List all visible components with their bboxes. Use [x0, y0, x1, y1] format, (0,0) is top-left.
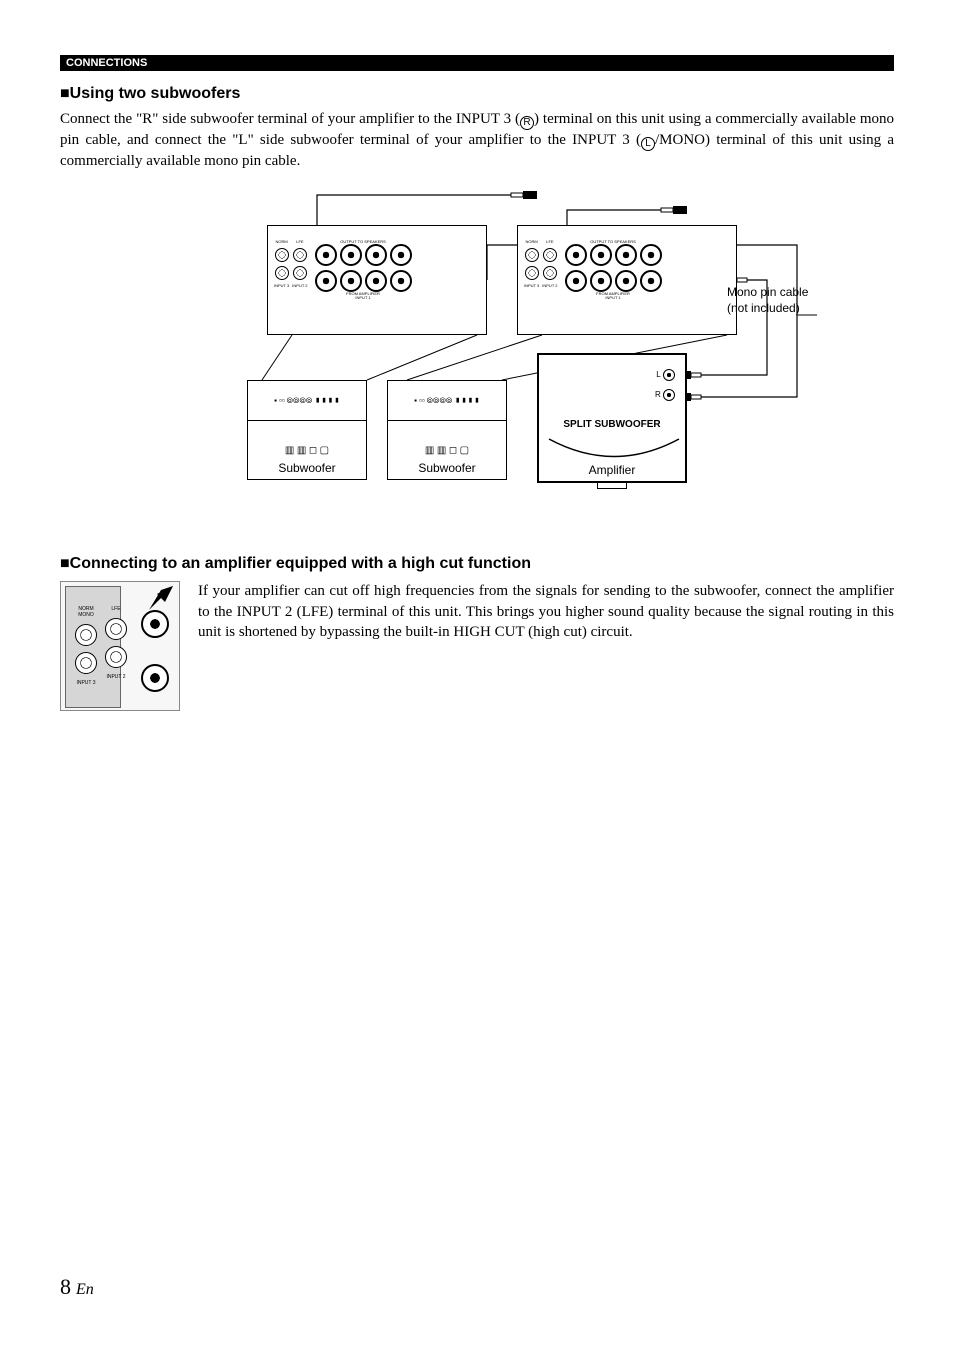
note-line2: (not included): [727, 301, 800, 315]
amp-curve: [539, 434, 689, 462]
section2-body: If your amplifier can cut off high frequ…: [198, 581, 894, 642]
front-controls: ▪ ▫▫ ⦾⦾⦾⦾ ▮▮▮▮: [388, 381, 506, 421]
lbl-input1: INPUT 1: [605, 295, 620, 300]
binding-post: [141, 664, 169, 692]
circled-r: R: [520, 116, 534, 130]
page-number: 8 En: [60, 1274, 94, 1300]
arrow-icon: [147, 584, 175, 612]
subwoofer-panel-left: NORM INPUT 3 LFE INPUT 2 OUTPUT TO SPEAK…: [267, 225, 487, 335]
binding-post: [590, 270, 612, 292]
header-label: CONNECTIONS: [66, 57, 147, 69]
subwoofer-caption: Subwoofer: [248, 461, 366, 475]
amp-caption: Amplifier: [539, 463, 685, 477]
rca-jack: [293, 248, 307, 262]
section-header-bar: CONNECTIONS: [60, 55, 894, 71]
cable-note: Mono pin cable (not included): [727, 285, 857, 316]
rca-jack: [75, 624, 97, 646]
panel-jacks: NORM INPUT 3 LFE INPUT 2 OUTPUT TO SPEAK…: [524, 240, 662, 300]
amp-bottom: [539, 434, 685, 462]
bullet-square: ■: [60, 85, 70, 102]
lbl-lfe: LFE: [296, 239, 303, 244]
binding-post: [340, 244, 362, 266]
bullet-square: ■: [60, 555, 70, 572]
rca-jack: [275, 266, 289, 280]
binding-post: [590, 244, 612, 266]
lbl-input2: INPUT 2: [292, 284, 307, 288]
binding-post: [615, 244, 637, 266]
rca-jack: [105, 646, 127, 668]
binding-post: [615, 270, 637, 292]
lbl-input1: INPUT 1: [355, 295, 370, 300]
front-controls: ▪ ▫▫ ⦾⦾⦾⦾ ▮▮▮▮: [248, 381, 366, 421]
section2-row: NORMMONO INPUT 3 LFE INPUT 2 If your amp…: [60, 581, 894, 711]
binding-post: [390, 244, 412, 266]
amp-jack-l: [663, 369, 675, 381]
binding-post: [365, 244, 387, 266]
connection-diagram: NORM INPUT 3 LFE INPUT 2 OUTPUT TO SPEAK…: [117, 185, 837, 515]
binding-post: [565, 244, 587, 266]
body-part1: Connect the "R" side subwoofer terminal …: [60, 111, 520, 127]
amp-l-label: L: [656, 370, 660, 379]
section2-title: ■Connecting to an amplifier equipped wit…: [60, 555, 894, 573]
binding-post: [340, 270, 362, 292]
binding-post: [390, 270, 412, 292]
lbl-norm: NORM: [526, 239, 538, 244]
page-n: 8: [60, 1274, 71, 1299]
lbl-input3: INPUT 3: [524, 284, 539, 288]
lbl-norm: NORM: [276, 239, 288, 244]
thumb-lfe: LFE: [111, 606, 120, 612]
lbl-input2: INPUT 2: [542, 284, 557, 288]
rca-jack: [275, 248, 289, 262]
section1-title-text: Using two subwoofers: [70, 85, 241, 102]
section2-title-text: Connecting to an amplifier equipped with…: [70, 555, 531, 572]
subwoofer-front-left: ▪ ▫▫ ⦾⦾⦾⦾ ▮▮▮▮ ▥ ▥ ◻ ▢ Subwoofer: [247, 380, 367, 480]
rca-jack: [543, 266, 557, 280]
note-line1: Mono pin cable: [727, 285, 808, 299]
binding-post: [315, 270, 337, 292]
binding-post: [315, 244, 337, 266]
binding-post: [640, 244, 662, 266]
rca-jack: [525, 248, 539, 262]
lbl-input3: INPUT 3: [274, 284, 289, 288]
thumb-col1: NORMMONO INPUT 3: [75, 606, 97, 686]
amp-r-label: R: [655, 390, 661, 399]
thumb-input3: INPUT 3: [76, 680, 95, 686]
amp-jack-r: [663, 389, 675, 401]
lbl-lfe: LFE: [546, 239, 553, 244]
thumb-input2: INPUT 2: [106, 674, 125, 680]
section1-body: Connect the "R" side subwoofer terminal …: [60, 109, 894, 171]
amp-jacks: L R: [539, 355, 685, 415]
rca-jack: [293, 266, 307, 280]
rca-jack: [525, 266, 539, 280]
rca-jack: [105, 618, 127, 640]
binding-post: [365, 270, 387, 292]
binding-post: [565, 270, 587, 292]
input2-thumbnail: NORMMONO INPUT 3 LFE INPUT 2: [60, 581, 180, 711]
thumb-mono: MONO: [78, 612, 94, 618]
rca-jack: [543, 248, 557, 262]
amp-split-label: SPLIT SUBWOOFER: [539, 415, 685, 434]
binding-post: [141, 610, 169, 638]
section1-title: ■Using two subwoofers: [60, 85, 894, 103]
panel-jacks: NORM INPUT 3 LFE INPUT 2 OUTPUT TO SPEAK…: [274, 240, 412, 300]
subwoofer-front-right: ▪ ▫▫ ⦾⦾⦾⦾ ▮▮▮▮ ▥ ▥ ◻ ▢ Subwoofer: [387, 380, 507, 480]
amp-foot: [597, 481, 627, 489]
page-suffix: En: [76, 1281, 94, 1298]
rca-jack: [75, 652, 97, 674]
subwoofer-caption: Subwoofer: [388, 461, 506, 475]
binding-post: [640, 270, 662, 292]
thumb-col3: [141, 610, 169, 692]
subwoofer-panel-right: NORM INPUT 3 LFE INPUT 2 OUTPUT TO SPEAK…: [517, 225, 737, 335]
diagram-container: NORM INPUT 3 LFE INPUT 2 OUTPUT TO SPEAK…: [60, 185, 894, 515]
amplifier: L R SPLIT SUBWOOFER Amplifier: [537, 353, 687, 483]
circled-l: L: [641, 137, 655, 151]
thumb-col2: LFE INPUT 2: [105, 606, 127, 680]
